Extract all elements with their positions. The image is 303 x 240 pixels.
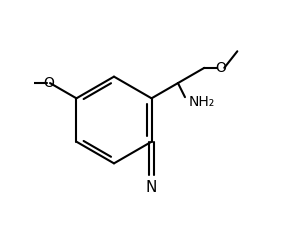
Text: NH₂: NH₂ xyxy=(188,95,215,109)
Text: O: O xyxy=(43,76,54,90)
Text: O: O xyxy=(215,61,226,75)
Text: N: N xyxy=(146,180,157,195)
